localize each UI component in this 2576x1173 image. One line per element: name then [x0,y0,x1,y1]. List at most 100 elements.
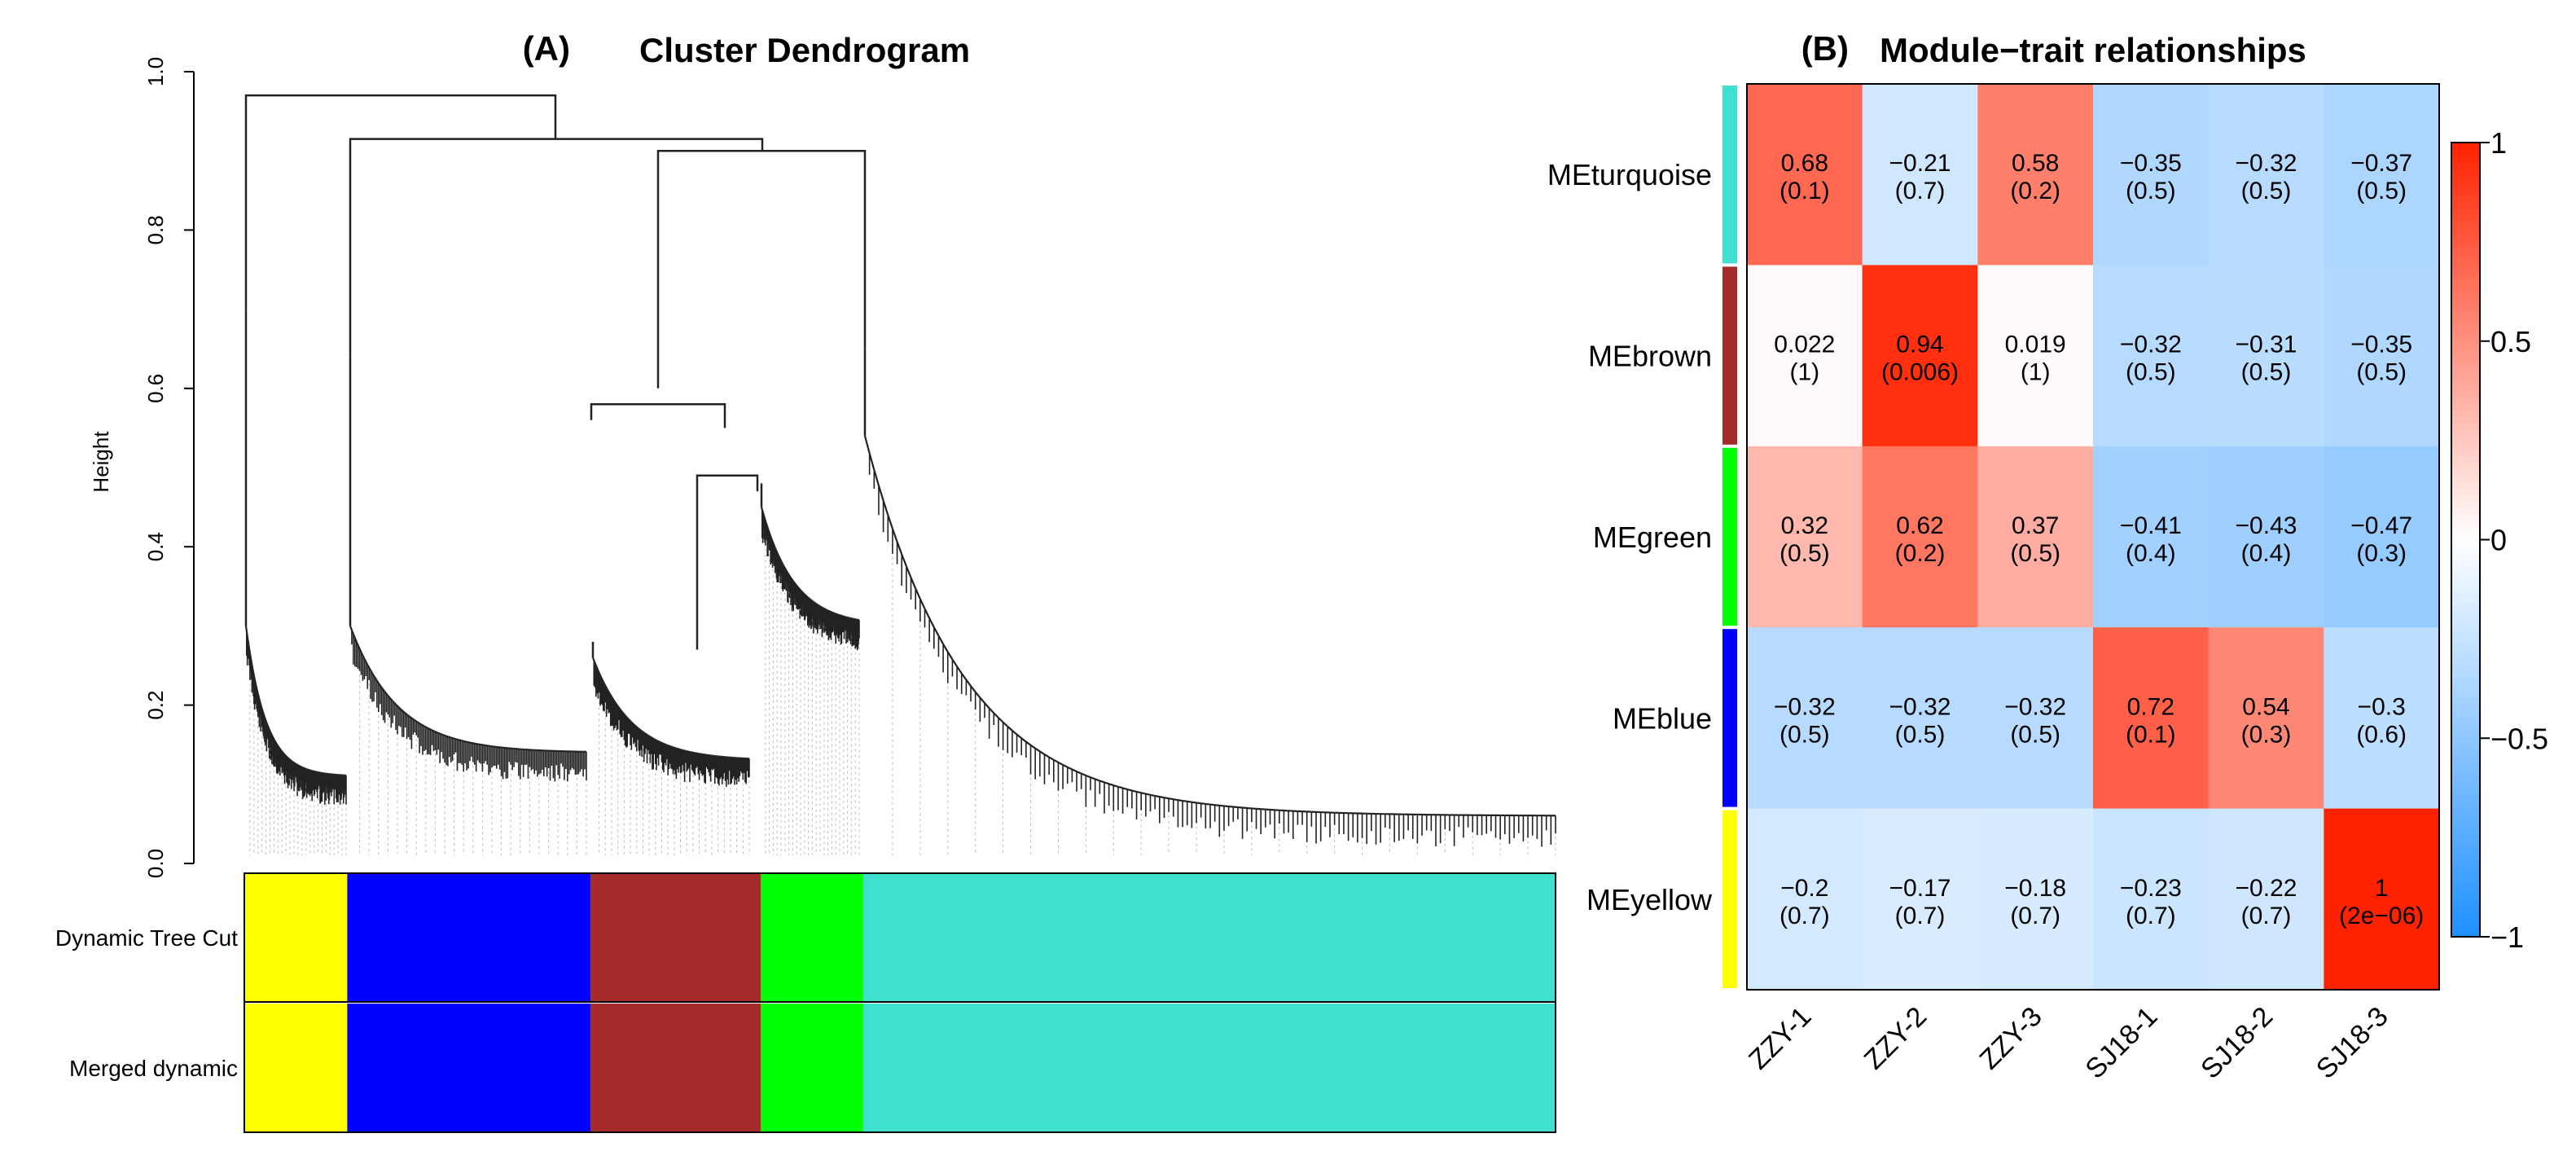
dendrogram-branch [263,714,266,718]
dendrogram-branch [942,644,949,652]
dendrogram-branch [1071,768,1077,773]
dendrogram-branch [274,740,277,744]
module-labels: MEturquoise MEbrown MEgreen MEblue MEyellow [1547,158,1713,916]
dendrogram-branch [802,592,805,595]
dendrogram-y-tick-label: 1.0 [143,57,168,86]
dendrogram-branch [393,701,397,705]
dendrogram-branch [375,678,378,682]
module-swatch [1722,629,1737,807]
dendrogram-branch [1131,789,1137,793]
dendrogram-branch [603,683,607,687]
dendrogram-branch [392,700,395,704]
module-color-segment [761,1004,863,1132]
dendrogram-branch [662,742,665,745]
dendrogram-branch [271,736,274,739]
dendrogram-branch [454,737,456,740]
module-color-segment [244,1004,348,1132]
cell-pvalue: (0.4) [2241,540,2292,567]
trait-label: SJ18-2 [2195,1001,2279,1085]
dendrogram-panel-tag: (A) [523,29,570,68]
dendrogram-branch [772,543,775,546]
cell-correlation: −0.3 [2358,693,2406,720]
dendrogram-branch [984,702,990,710]
cell-pvalue: (0.2) [2010,178,2060,204]
dendrogram-branch [1002,721,1009,727]
dendrogram-branch [788,573,791,577]
dendrogram-branch [425,726,428,729]
dendrogram-branch [613,701,617,704]
dendrogram-branch [803,592,805,595]
dendrogram-branch [423,725,427,728]
dendrogram-branch [1196,802,1201,805]
dendrogram-branch [905,565,912,578]
dendrogram-branch [1168,797,1174,801]
module-color-segment [590,873,761,1002]
dendrogram-branch [788,575,792,578]
dendrogram-branch [956,666,963,674]
dendrogram-branch [365,661,369,666]
dendrogram-branch [445,735,449,738]
module-label: MEyellow [1586,883,1713,916]
dendrogram-branch [248,648,252,654]
heatmap-cell [2208,808,2324,991]
dendrogram-merge [590,402,726,428]
dendrogram-branch [627,718,630,721]
heatmap-cell [2093,265,2210,447]
dendrogram-branch [270,735,274,737]
dendrogram-title: Cluster Dendrogram [639,31,970,69]
cell-pvalue: (0.3) [2356,540,2407,567]
module-color-segment [761,873,863,1002]
heatmap-cell [1862,808,1978,991]
dendrogram-branch [1095,778,1100,782]
dendrogram-branch [287,758,291,760]
dendrogram-branch [442,734,445,736]
dendrogram-branch [366,664,371,669]
dendrogram-branch [1228,805,1234,808]
dendrogram-branch [765,522,768,525]
dendrogram-branch [284,754,287,757]
dendrogram-branch [283,753,287,756]
dendrogram-branch [420,723,423,727]
dendrogram-branch [1099,780,1105,784]
cell-correlation: 1 [2375,875,2389,902]
dendrogram-branch [1067,766,1073,771]
dendrogram-branch [260,705,263,710]
dendrogram-branch [292,761,295,764]
green-cluster [760,483,860,855]
dendrogram-branch [350,630,354,635]
dendrogram-branch [933,626,940,637]
heatmap-cell [2093,446,2210,628]
dendrogram-branch [274,740,277,743]
dendrogram-branch [1016,733,1022,740]
heatmap-title: Module−trait relationships [1880,31,2306,69]
cell-pvalue: (0.3) [2241,721,2292,748]
dendrogram-branch [770,535,773,538]
dendrogram-branch [1062,763,1069,768]
cell-correlation: 0.62 [1896,512,1943,539]
colorbar-tick-label: 0 [2490,524,2507,557]
dendrogram-branch [349,626,353,630]
trait-labels: ZZY-1 ZZY-2 ZZY-3 SJ18-1 SJ18-2 SJ18-3 [1743,1001,2394,1085]
dendrogram-branch [285,755,287,758]
dendrogram-branch [623,714,626,717]
dendrogram-branch [791,578,794,582]
dendrogram-branch [400,708,403,711]
dendrogram-merge [349,138,764,357]
dendrogram-branch [609,694,612,698]
cell-correlation: 0.58 [2012,150,2059,177]
dendrogram-branch [428,727,432,731]
colorbar-tick-label: −1 [2490,920,2524,954]
dendrogram-branch [801,591,804,593]
heatmap-cell [2324,84,2440,266]
dendrogram-branch [1085,774,1091,779]
dendrogram-branch [656,739,658,742]
heatmap-cell [1977,84,2094,266]
cell-correlation: −0.32 [2120,332,2182,358]
dendrogram-branch [266,724,270,727]
colorbar-tick-label: 0.5 [2490,325,2531,358]
module-swatches [1722,86,1737,988]
dendrogram-branch [793,582,796,585]
heatmap-cells: 0.68(0.1)−0.21(0.7)0.58(0.2)−0.35(0.5)−0… [1747,84,2440,991]
dendrogram-branch [780,560,783,563]
dendrogram-branch [937,635,945,645]
